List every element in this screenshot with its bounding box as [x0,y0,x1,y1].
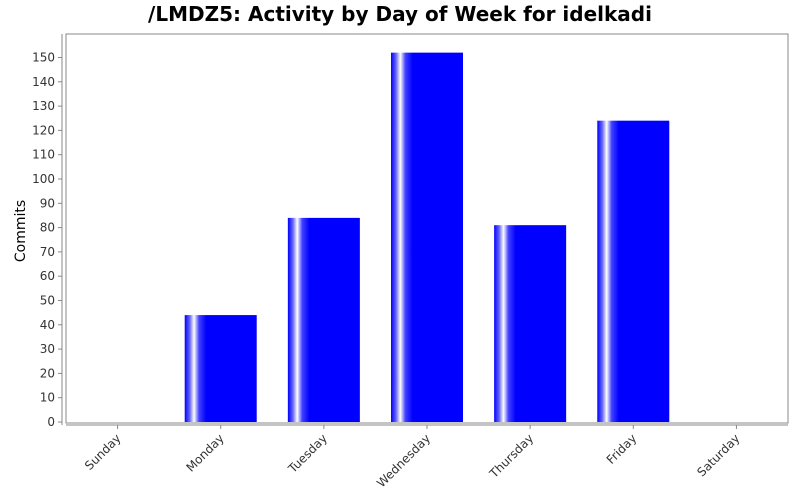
x-tick-label: Tuesday [285,431,330,476]
y-tick-label: 100 [32,172,55,186]
y-tick-label: 120 [32,123,55,137]
x-tick-label: Friday [604,431,640,467]
y-tick-label: 70 [40,245,55,259]
y-tick-label: 0 [47,415,55,429]
y-tick-label: 140 [32,75,55,89]
y-tick-label: 130 [32,99,55,113]
y-tick-label: 110 [32,148,55,162]
bar [184,315,257,422]
x-tick-label: Wednesday [374,431,433,490]
y-tick-label: 150 [32,51,55,65]
y-tick-label: 80 [40,221,55,235]
y-tick-label: 20 [40,366,55,380]
x-tick-label: Saturday [694,431,742,479]
y-axis-label: Commits [13,200,29,262]
x-tick-label: Monday [183,431,226,474]
bar [391,52,463,422]
x-tick-label: Sunday [82,431,124,473]
y-tick-label: 10 [40,391,55,405]
bars [184,52,670,423]
y-tick-label: 60 [40,269,55,283]
y-axis: 0 10 20 30 40 50 60 70 80 90 100 110 120 130 140 150 [32,34,63,429]
y-tick-label: 50 [40,294,55,308]
bar [597,120,670,423]
chart-title: /LMDZ5: Activity by Day of Week for idel… [148,2,652,26]
x-tick-label: Thursday [486,431,536,481]
y-tick-label: 30 [40,342,55,356]
x-axis: Sunday Monday Tuesday Wednesday Thursday Frid… [66,424,788,490]
y-tick-label: 40 [40,318,55,332]
bar [494,225,567,422]
y-tick-label: 90 [40,196,55,210]
bar [287,217,360,422]
